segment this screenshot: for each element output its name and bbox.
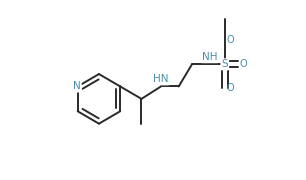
Text: O: O (226, 83, 234, 93)
Text: N: N (73, 82, 81, 91)
Text: NH: NH (202, 52, 218, 62)
Text: S: S (222, 59, 228, 69)
Text: O: O (240, 59, 248, 69)
Text: HN: HN (153, 74, 169, 84)
Text: S: S (222, 59, 228, 69)
Text: NH: NH (202, 52, 218, 62)
Text: N: N (73, 82, 81, 91)
Text: HN: HN (153, 74, 169, 84)
Text: O: O (226, 35, 234, 45)
